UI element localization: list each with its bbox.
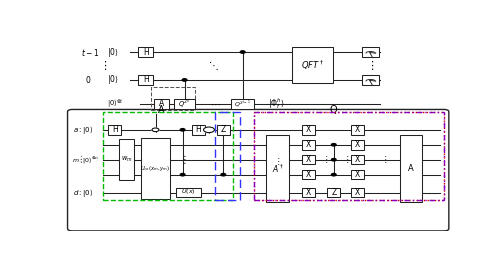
Text: $|0\rangle^{\otimes t}$: $|0\rangle^{\otimes t}$ xyxy=(107,97,124,110)
FancyBboxPatch shape xyxy=(192,125,204,135)
Text: $d:|0\rangle$: $d:|0\rangle$ xyxy=(74,187,94,199)
Text: $Q^{2^{t-1}}$: $Q^{2^{t-1}}$ xyxy=(234,98,251,110)
Text: X: X xyxy=(355,170,360,179)
Text: $\cdots$: $\cdots$ xyxy=(210,99,221,109)
Text: X: X xyxy=(306,155,311,164)
FancyBboxPatch shape xyxy=(351,125,364,135)
Text: H: H xyxy=(143,47,148,56)
Text: $w_m$: $w_m$ xyxy=(120,155,132,164)
FancyBboxPatch shape xyxy=(302,125,315,135)
FancyBboxPatch shape xyxy=(327,188,340,197)
Text: $\vdots$: $\vdots$ xyxy=(342,154,349,165)
Text: X: X xyxy=(306,140,311,149)
Text: $|\Phi^h_f\rangle$: $|\Phi^h_f\rangle$ xyxy=(268,96,284,111)
Text: $\vdots$: $\vdots$ xyxy=(366,60,374,73)
Text: $\ddots$: $\ddots$ xyxy=(208,60,219,73)
Text: $U(\tilde{x})$: $U(\tilde{x})$ xyxy=(181,188,196,197)
FancyBboxPatch shape xyxy=(351,155,364,164)
FancyBboxPatch shape xyxy=(119,139,134,181)
FancyBboxPatch shape xyxy=(216,125,230,135)
Text: X: X xyxy=(306,125,311,134)
Text: X: X xyxy=(306,188,311,197)
Text: Q: Q xyxy=(330,105,338,115)
FancyBboxPatch shape xyxy=(108,125,122,135)
Text: $QFT^\dagger$: $QFT^\dagger$ xyxy=(301,58,324,72)
Text: A: A xyxy=(408,164,414,173)
FancyBboxPatch shape xyxy=(138,75,153,85)
Text: $\vdots$: $\vdots$ xyxy=(274,156,280,167)
Circle shape xyxy=(332,143,336,146)
FancyBboxPatch shape xyxy=(292,47,333,83)
Text: Z: Z xyxy=(331,188,336,197)
FancyBboxPatch shape xyxy=(302,155,315,164)
Circle shape xyxy=(180,174,185,176)
Circle shape xyxy=(221,174,226,176)
FancyBboxPatch shape xyxy=(302,170,315,179)
Text: X: X xyxy=(355,125,360,134)
FancyBboxPatch shape xyxy=(176,188,201,197)
FancyBboxPatch shape xyxy=(138,47,153,57)
FancyBboxPatch shape xyxy=(141,138,170,199)
Text: $\vdots$: $\vdots$ xyxy=(382,154,388,165)
Circle shape xyxy=(152,128,159,132)
Text: $\vdots$: $\vdots$ xyxy=(322,154,328,165)
FancyBboxPatch shape xyxy=(174,99,195,109)
FancyBboxPatch shape xyxy=(362,75,378,85)
FancyBboxPatch shape xyxy=(351,170,364,179)
FancyBboxPatch shape xyxy=(351,188,364,197)
FancyBboxPatch shape xyxy=(351,140,364,149)
FancyBboxPatch shape xyxy=(302,188,315,197)
Text: $U_{co}(x_m,y_m)$: $U_{co}(x_m,y_m)$ xyxy=(140,164,170,173)
Text: $\vdots$: $\vdots$ xyxy=(76,153,84,165)
Circle shape xyxy=(204,127,214,133)
Text: $t-1$: $t-1$ xyxy=(81,47,100,57)
Text: A: A xyxy=(158,99,164,108)
Text: A: A xyxy=(158,105,164,115)
Text: X: X xyxy=(355,140,360,149)
Circle shape xyxy=(182,79,187,81)
Text: $0$: $0$ xyxy=(85,74,91,85)
Circle shape xyxy=(180,129,185,131)
Text: $Q^{2^0}$: $Q^{2^0}$ xyxy=(178,97,191,111)
Text: Z: Z xyxy=(220,125,226,134)
FancyBboxPatch shape xyxy=(154,99,168,109)
Text: X: X xyxy=(355,155,360,164)
FancyBboxPatch shape xyxy=(266,135,289,202)
Circle shape xyxy=(240,51,245,53)
FancyBboxPatch shape xyxy=(231,99,254,109)
Text: $\vdots$: $\vdots$ xyxy=(179,153,186,166)
Text: $|0\rangle$: $|0\rangle$ xyxy=(107,74,119,87)
Text: $A^\dagger$: $A^\dagger$ xyxy=(272,162,283,175)
FancyBboxPatch shape xyxy=(68,110,449,231)
Text: X: X xyxy=(355,188,360,197)
Text: H: H xyxy=(112,125,117,134)
Circle shape xyxy=(332,174,336,176)
FancyBboxPatch shape xyxy=(400,135,422,202)
Text: H: H xyxy=(195,125,201,134)
Text: H: H xyxy=(143,75,148,84)
FancyBboxPatch shape xyxy=(302,140,315,149)
Circle shape xyxy=(332,159,336,161)
Text: $\vdots$: $\vdots$ xyxy=(99,60,108,73)
Text: $|0\rangle$: $|0\rangle$ xyxy=(107,46,119,59)
FancyBboxPatch shape xyxy=(362,47,378,57)
Text: $m:|0\rangle^{\otimes n}$: $m:|0\rangle^{\otimes n}$ xyxy=(72,155,100,165)
Text: X: X xyxy=(306,170,311,179)
Text: $a:|0\rangle$: $a:|0\rangle$ xyxy=(74,124,94,136)
